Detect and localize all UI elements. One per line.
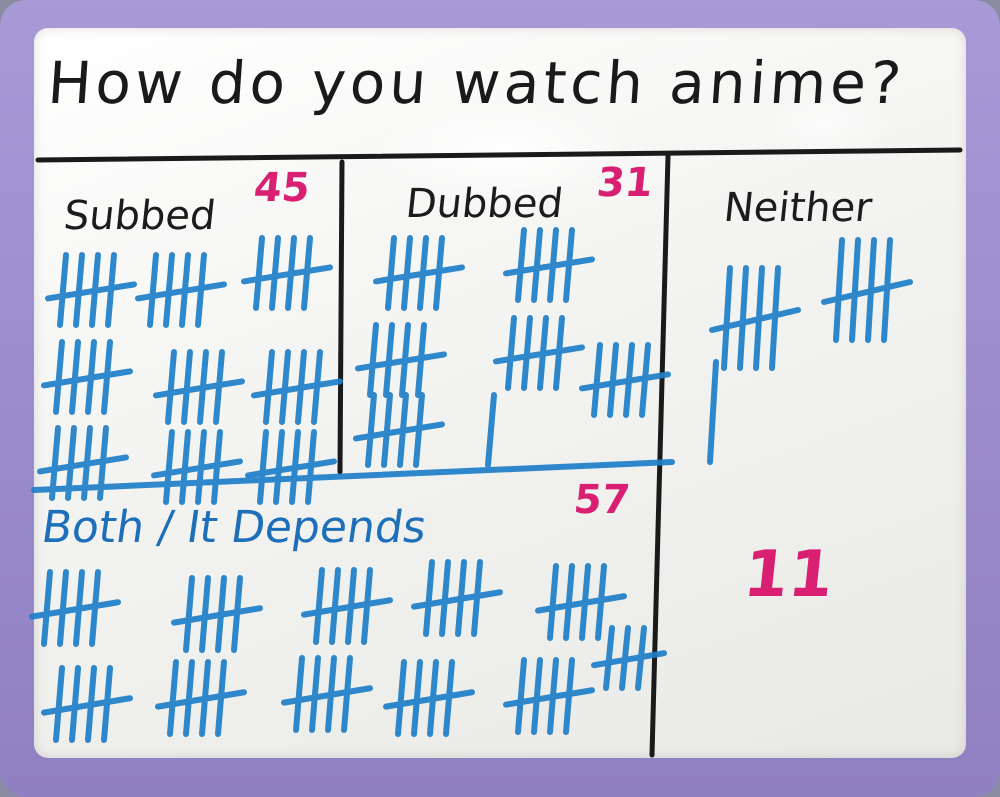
tally-stroke xyxy=(273,429,285,505)
tally-slash xyxy=(373,264,465,285)
divider-subbed-dubbed xyxy=(337,159,345,475)
tally-stroke xyxy=(485,392,497,468)
tally-stroke xyxy=(183,575,195,653)
tally-stroke xyxy=(563,563,575,641)
tally-stroke xyxy=(257,429,269,505)
tally-stroke xyxy=(57,252,69,328)
tally-stroke xyxy=(849,237,861,343)
tally-slash xyxy=(41,368,133,389)
tally-stroke xyxy=(607,342,619,418)
tally-stroke xyxy=(293,655,305,733)
tally-slash xyxy=(411,589,503,610)
tally-slash xyxy=(45,281,137,302)
tally-slash xyxy=(383,689,475,710)
tally-slash xyxy=(245,458,337,479)
tally-stroke xyxy=(395,659,407,737)
tally-slash xyxy=(155,689,247,710)
tally-stroke xyxy=(439,559,451,637)
tally-stroke xyxy=(737,265,749,371)
tally-stroke xyxy=(367,322,379,398)
tally-slash xyxy=(355,351,447,372)
tally-slash xyxy=(493,344,585,365)
tally-stroke xyxy=(69,339,81,415)
tally-stroke xyxy=(515,227,527,303)
tally-stroke xyxy=(147,252,159,328)
tally-stroke xyxy=(385,235,397,311)
tally-slash xyxy=(821,279,913,305)
tally-stroke xyxy=(505,315,517,391)
tally-slash xyxy=(37,454,129,475)
tally-slash xyxy=(29,599,121,620)
tally-slash xyxy=(503,687,595,708)
tally-stroke xyxy=(279,349,291,425)
tally-slash xyxy=(153,378,245,399)
tally-stroke xyxy=(53,339,65,415)
tally-slash xyxy=(41,695,133,716)
tally-stroke xyxy=(199,575,211,653)
tally-stroke xyxy=(833,237,845,343)
tally-stroke xyxy=(309,655,321,733)
tally-slash xyxy=(579,371,671,392)
tally-slash xyxy=(535,593,627,614)
tally-stroke xyxy=(591,342,603,418)
tally-slash xyxy=(353,421,445,442)
tally-stroke xyxy=(603,625,615,691)
tally-stroke xyxy=(163,252,175,328)
tally-slash xyxy=(251,378,343,399)
tally-slash xyxy=(591,650,667,669)
tally-stroke xyxy=(183,659,195,737)
tally-stroke xyxy=(521,315,533,391)
tally-slash xyxy=(135,281,227,302)
divider-right-column xyxy=(649,153,671,758)
light-glare xyxy=(754,88,894,158)
tally-stroke xyxy=(57,569,69,647)
tally-stroke xyxy=(423,559,435,637)
tally-stroke xyxy=(313,567,325,645)
tally-stroke xyxy=(721,265,733,371)
tally-stroke xyxy=(73,252,85,328)
tally-slash xyxy=(171,605,263,626)
tally-stroke xyxy=(263,349,275,425)
tally-stroke xyxy=(253,235,265,311)
tally-stroke xyxy=(53,665,65,743)
tally-stroke xyxy=(531,657,543,735)
header-rule xyxy=(35,147,963,163)
tally-slash xyxy=(281,685,373,706)
tally-stroke xyxy=(41,569,53,647)
tally-stroke xyxy=(707,359,719,465)
tally-stroke xyxy=(381,392,393,468)
tally-marks xyxy=(29,227,913,743)
tally-stroke xyxy=(383,322,395,398)
tally-stroke xyxy=(181,349,193,425)
tally-slash xyxy=(301,597,393,618)
tally-slash xyxy=(503,256,595,277)
tally-slash xyxy=(151,458,243,479)
tally-slash xyxy=(709,307,801,333)
tally-stroke xyxy=(365,392,377,468)
tally-stroke xyxy=(167,659,179,737)
tally-stroke xyxy=(69,665,81,743)
tally-stroke xyxy=(269,235,281,311)
tally-stroke xyxy=(165,349,177,425)
tally-stroke xyxy=(547,563,559,641)
tally-slash xyxy=(241,264,333,285)
tally-stroke xyxy=(179,429,191,505)
tally-stroke xyxy=(329,567,341,645)
both-section-divider xyxy=(31,459,675,493)
tally-stroke xyxy=(515,657,527,735)
tally-stroke xyxy=(411,659,423,737)
tally-stroke xyxy=(401,235,413,311)
tally-stroke xyxy=(163,429,175,505)
tally-stroke xyxy=(531,227,543,303)
